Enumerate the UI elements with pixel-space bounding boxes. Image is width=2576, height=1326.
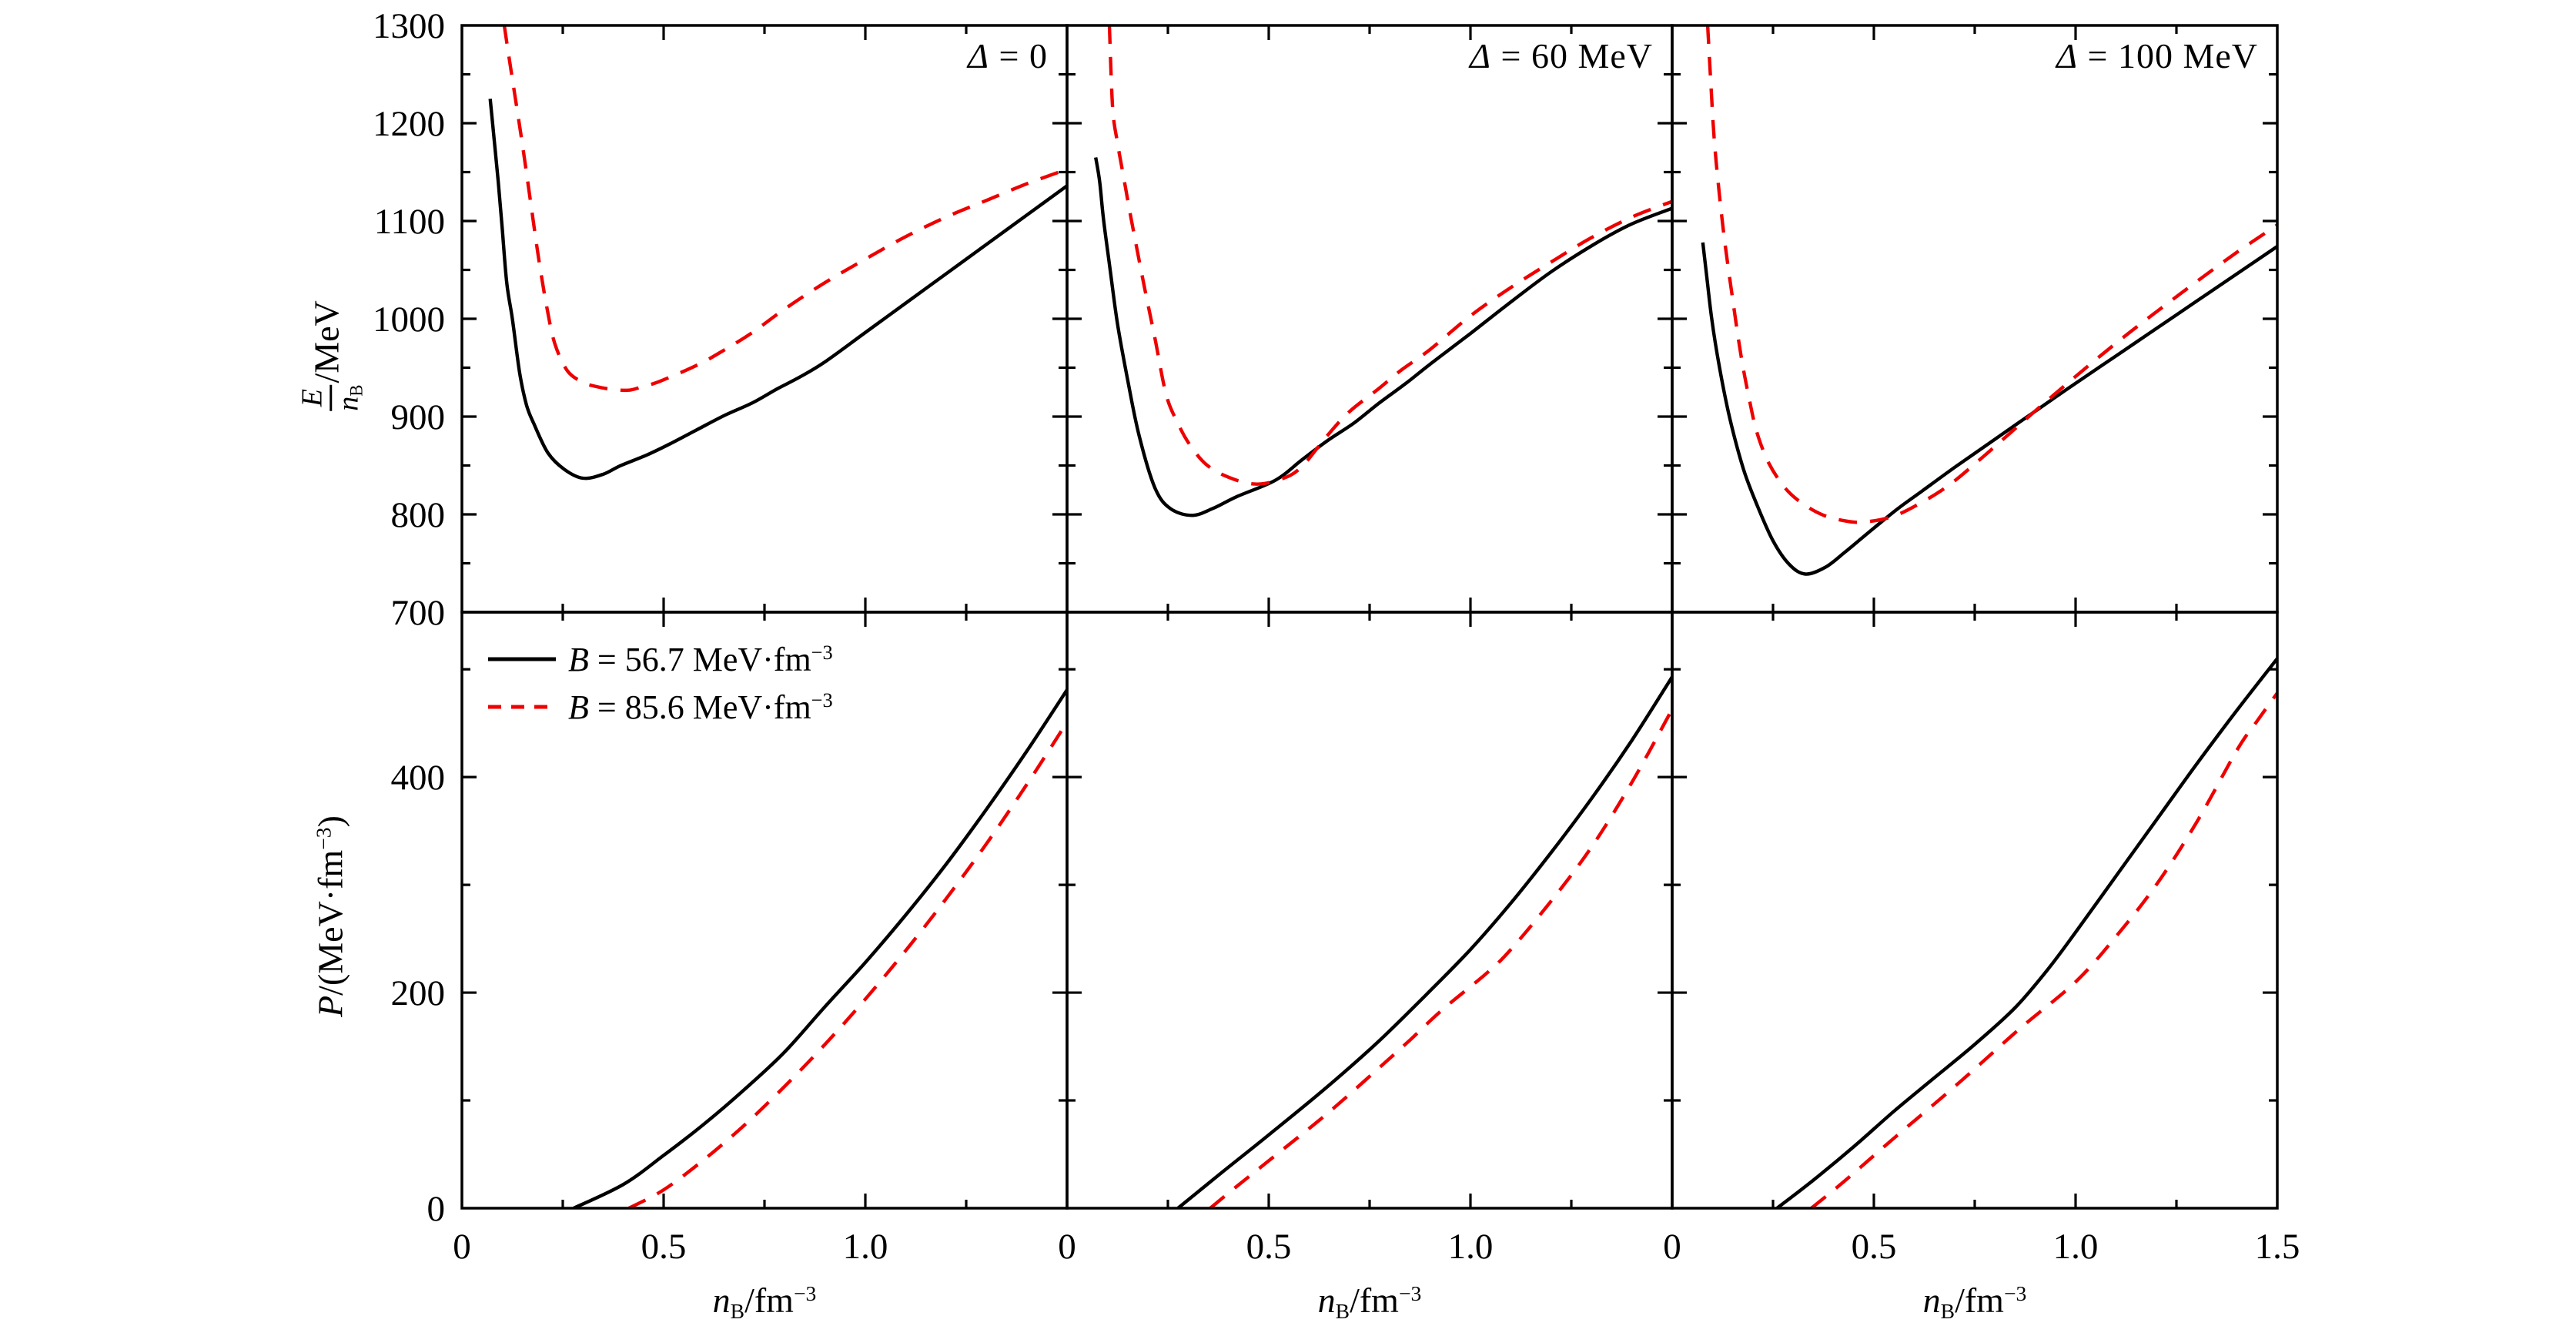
tick-label: 0.5 xyxy=(1246,1227,1292,1267)
panel-series xyxy=(1775,657,2277,1207)
series-curve-solid xyxy=(573,688,1066,1207)
tick-label: 0.5 xyxy=(641,1227,687,1267)
panel-series xyxy=(573,688,1066,1207)
series-curve-dashed xyxy=(627,721,1066,1207)
energy-fraction: E nB xyxy=(296,384,366,411)
tick-label: 1100 xyxy=(374,202,445,242)
legend-label: B = 56.7 MeV·fm−3 xyxy=(568,640,833,678)
tick-label: 1300 xyxy=(373,6,445,46)
tick-label: 900 xyxy=(391,397,446,437)
legend-line-dashed xyxy=(488,705,556,709)
tick-label: 0 xyxy=(453,1227,471,1267)
panel-series xyxy=(488,26,1066,481)
tick-label: 800 xyxy=(391,495,446,535)
series-curve-dashed xyxy=(1209,708,1671,1207)
ylabel-bottom-sup: −3 xyxy=(311,827,336,850)
panel-annotation-delta-0: Δ = 0 xyxy=(968,36,1048,75)
ylabel-bottom-var: P xyxy=(310,995,350,1017)
series-curve-solid xyxy=(1094,157,1671,517)
tick-label: 0.5 xyxy=(1852,1227,1897,1267)
tick-label: 200 xyxy=(391,973,446,1013)
panel-border xyxy=(460,24,1069,614)
panel-series xyxy=(1176,675,1671,1207)
tick-label: 1.0 xyxy=(2053,1227,2099,1267)
tick-label: 1.0 xyxy=(1448,1227,1494,1267)
panel-annotation-delta-60: Δ = 60 MeV xyxy=(1470,36,1653,75)
legend-label: B = 85.6 MeV·fm−3 xyxy=(568,688,833,726)
y-axis-label-energy: E nB /MeV xyxy=(296,300,366,411)
panel-border xyxy=(1066,24,1674,614)
frac-numerator: E xyxy=(296,389,329,407)
legend-item-b567: B = 56.7 MeV·fm−3 xyxy=(488,639,833,679)
ylabel-bottom-close: ) xyxy=(310,815,350,828)
tick-label: 0 xyxy=(1058,1227,1076,1267)
panel-border xyxy=(1066,611,1674,1210)
legend-line-solid xyxy=(488,657,556,661)
frac-denominator: nB xyxy=(332,384,366,411)
panel-border xyxy=(1671,611,2279,1210)
tick-label: 1.0 xyxy=(843,1227,888,1267)
tick-label: 400 xyxy=(391,758,446,798)
panel-annotation-delta-100: Δ = 100 MeV xyxy=(2056,36,2258,75)
series-curve-solid xyxy=(1775,657,2277,1207)
legend-item-b856: B = 85.6 MeV·fm−3 xyxy=(488,687,833,727)
series-curve-solid xyxy=(488,99,1066,481)
tick-label: 0 xyxy=(427,1189,446,1229)
ylabel-top-suffix: /MeV xyxy=(306,300,346,383)
x-axis-label-2: nB/fm−3 xyxy=(1317,1281,1422,1323)
panel-series xyxy=(1701,26,2277,576)
panel-series xyxy=(1094,26,1671,517)
series-curve-dashed xyxy=(1705,26,2277,524)
x-axis-label-3: nB/fm−3 xyxy=(1922,1281,2027,1323)
tick-label: 0 xyxy=(1663,1227,1681,1267)
legend: B = 56.7 MeV·fm−3 B = 85.6 MeV·fm−3 xyxy=(488,639,833,727)
tick-label: 1.5 xyxy=(2255,1227,2300,1267)
tick-label: 1000 xyxy=(373,300,445,340)
panel-border xyxy=(1671,24,2279,614)
series-curve-dashed xyxy=(1107,26,1671,486)
y-axis-label-pressure: P/(MeV·fm−3) xyxy=(310,815,351,1017)
tick-label: 1200 xyxy=(373,104,445,144)
series-curve-dashed xyxy=(502,26,1066,393)
series-curve-solid xyxy=(1176,675,1671,1207)
ylabel-bottom-rest: /(MeV·fm xyxy=(310,849,350,996)
tick-label: 700 xyxy=(391,593,446,633)
series-curve-solid xyxy=(1701,242,2277,576)
series-curve-dashed xyxy=(1810,691,2277,1207)
x-axis-label-1: nB/fm−3 xyxy=(712,1281,817,1323)
